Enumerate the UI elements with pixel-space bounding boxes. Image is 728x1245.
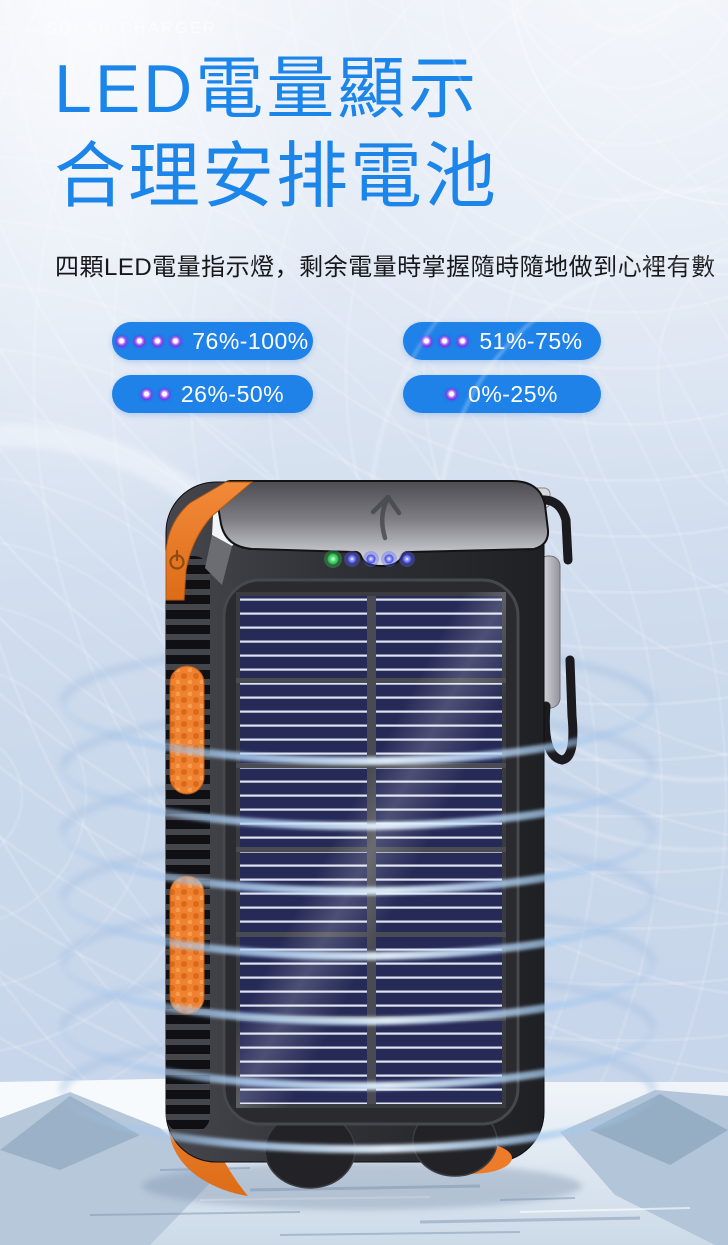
led-dot bbox=[134, 335, 146, 347]
power-icon bbox=[169, 549, 185, 570]
status-leds bbox=[324, 550, 415, 568]
page-title-line1: LED電量顯示 bbox=[54, 51, 480, 127]
led-dot bbox=[421, 335, 433, 347]
led-dots bbox=[116, 335, 188, 347]
decorative-rings-front bbox=[59, 702, 657, 1153]
led-dots bbox=[140, 388, 177, 400]
battery-level-legend: 76%-100% 51%-75% 26%-50% 0%-25% bbox=[112, 322, 601, 413]
eyebrow-text: SOLAR CHARGER bbox=[46, 20, 218, 37]
led-dot bbox=[439, 335, 451, 347]
battery-range-label: 0%-25% bbox=[468, 380, 558, 407]
lid bbox=[216, 480, 550, 568]
arrow-emboss bbox=[370, 494, 402, 541]
battery-pill-76-100: 76%-100% bbox=[112, 322, 313, 360]
battery-range-label: 76%-100% bbox=[192, 327, 309, 354]
led-dot bbox=[457, 335, 469, 347]
led-dot bbox=[158, 388, 170, 400]
led-dot bbox=[170, 335, 182, 347]
power-button-bumper bbox=[165, 481, 254, 601]
led-dots bbox=[446, 388, 464, 400]
page-title-line2: 合理安排電池 bbox=[54, 137, 499, 217]
battery-range-label: 51%-75% bbox=[479, 327, 583, 354]
battery-pill-0-25: 0%-25% bbox=[403, 375, 601, 413]
led-dot bbox=[116, 335, 128, 347]
led-dot bbox=[446, 388, 458, 400]
solar-panel bbox=[222, 578, 520, 1126]
battery-range-label: 26%-50% bbox=[180, 380, 285, 407]
battery-pill-26-50: 26%-50% bbox=[112, 375, 313, 413]
led-dots bbox=[421, 335, 475, 347]
led-dot bbox=[140, 388, 152, 400]
battery-pill-51-75: 51%-75% bbox=[403, 322, 601, 360]
ribbed-side bbox=[166, 556, 210, 1132]
orange-grip-upper bbox=[169, 665, 205, 795]
led-dot bbox=[152, 335, 164, 347]
product-shadow bbox=[142, 1162, 582, 1210]
